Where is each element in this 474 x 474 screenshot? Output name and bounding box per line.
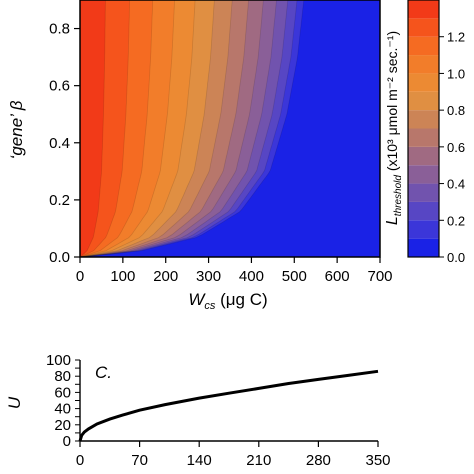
colorbar-fill: [408, 0, 439, 257]
colorbar-swatch: [408, 201, 439, 221]
heatmap-y-ticks: 0.0 0.2 0.4 0.6 0.8: [49, 21, 80, 266]
colorbar-label: Lthreshold (x10³ μmol m⁻² sec.⁻¹): [384, 31, 404, 225]
heatmap-y-axis-label: ‘gene’ β: [7, 100, 26, 159]
colorbar-swatch: [408, 183, 439, 202]
colorbar-swatch: [408, 36, 439, 56]
line-series-curve: [78, 369, 379, 442]
colorbar-swatch: [408, 0, 439, 19]
heatmap-x-tick-label: 500: [282, 268, 307, 285]
heatmap-contour-line: [80, 0, 264, 257]
colorbar-swatch: [408, 165, 439, 184]
colorbar-tick-label: 0.8: [447, 103, 465, 118]
heatmap-y-tick-label: 0.2: [49, 192, 70, 209]
line-y-axis-label: U: [5, 396, 24, 409]
colorbar-tick-label: 1.0: [447, 66, 465, 81]
line-y-tick-label: 0: [63, 433, 71, 450]
heatmap-x-tick-label: 300: [196, 268, 221, 285]
colorbar-swatch: [408, 73, 439, 92]
heatmap-level-band: [80, 0, 106, 257]
heatmap-x-axis-label: Wcs (μg C): [188, 290, 267, 312]
colorbar-swatch: [408, 238, 439, 257]
heatmap-contour-line: [80, 0, 196, 257]
line-x-tick-label: 350: [365, 452, 390, 469]
heatmap-contour-line: [80, 0, 130, 257]
colorbar-tick-label: 0.2: [447, 213, 465, 228]
colorbar-tick-label: 0.0: [447, 250, 465, 265]
heatmap-fill: [80, 0, 380, 257]
heatmap-x-ticks: 0 100 200 300 400 500 600 700: [76, 257, 393, 285]
heatmap-contour-line: [80, 0, 249, 257]
colorbar: 0.0 0.2 0.4 0.6 0.8 1.0 1.2 Lthreshold (x10³ μ…: [384, 0, 465, 265]
heatmap-contour-line: [80, 0, 215, 257]
line-y-tick-label: 80: [54, 368, 71, 385]
heatmap-contour-line: [80, 0, 277, 257]
heatmap-contour-line: [80, 0, 305, 257]
heatmap-y-tick-label: 0.6: [49, 78, 70, 95]
heatmap-x-tick-label: 700: [367, 268, 392, 285]
colorbar-swatch: [408, 55, 439, 74]
line-x-tick-label: 280: [306, 452, 331, 469]
colorbar-frame: [407, 0, 440, 258]
line-y-tick-label: 60: [54, 384, 71, 401]
colorbar-swatch: [408, 220, 439, 239]
line-y-tick-label: 40: [54, 401, 71, 418]
heatmap-x-tick-label: 600: [325, 268, 350, 285]
heatmap-contour-line: [80, 0, 233, 257]
heatmap-panel: 0 100 200 300 400 500 600 700 0.0 0.2 0.4 0.6 0.8 W…: [7, 0, 393, 312]
line-y-tick-label: 20: [54, 417, 71, 434]
line-x-tick-label: 140: [187, 452, 212, 469]
colorbar-tick-label: 0.6: [447, 140, 465, 155]
heatmap-y-tick-label: 0.0: [49, 249, 70, 266]
colorbar-tick-label: 1.2: [447, 30, 465, 45]
line-x-ticks: 0 70 140 210 280 350: [76, 441, 391, 469]
heatmap-y-tick-label: 0.4: [49, 135, 70, 152]
colorbar-swatch: [408, 18, 439, 37]
heatmap-contour-line: [80, 0, 154, 257]
heatmap-x-tick-label: 400: [239, 268, 264, 285]
colorbar-swatch: [408, 146, 439, 166]
line-x-tick-label: 210: [246, 452, 271, 469]
heatmap-x-tick-label: 100: [110, 268, 135, 285]
heatmap-contour-line: [80, 0, 298, 257]
heatmap-x-tick-label: 200: [153, 268, 178, 285]
heatmap-contour-line: [80, 0, 175, 257]
heatmap-contour-line: [80, 0, 106, 257]
line-y-tick-label: 100: [46, 352, 71, 369]
colorbar-ticks: 0.0 0.2 0.4 0.6 0.8 1.0 1.2: [439, 30, 465, 265]
heatmap-contour-line: [80, 0, 289, 257]
heatmap-x-tick-label: 0: [76, 268, 84, 285]
line-x-tick-label: 0: [76, 452, 84, 469]
colorbar-swatch: [408, 91, 439, 111]
colorbar-swatch: [408, 128, 439, 147]
heatmap-y-tick-label: 0.8: [49, 21, 70, 38]
line-x-tick-label: 70: [131, 452, 148, 469]
panel-label-c: C.: [95, 363, 112, 382]
colorbar-swatch: [408, 110, 439, 129]
heatmap-frame: [79, 0, 381, 258]
colorbar-tick-label: 0.4: [447, 177, 465, 192]
